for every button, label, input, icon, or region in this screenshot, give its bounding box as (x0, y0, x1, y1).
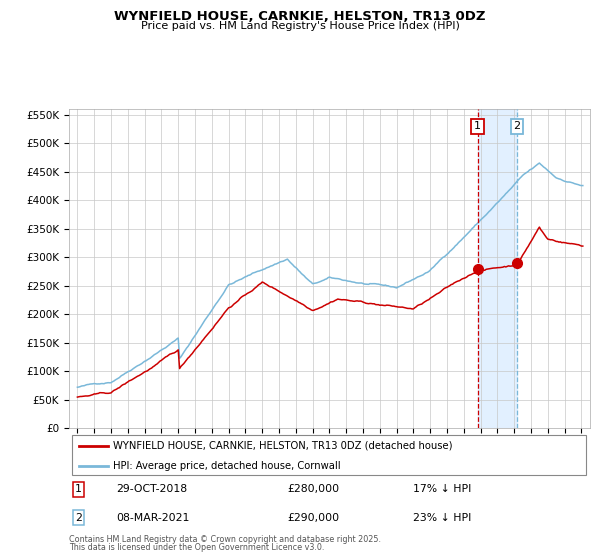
Text: 2: 2 (514, 122, 521, 131)
Bar (478, 109, 517, 428)
Text: WYNFIELD HOUSE, CARNKIE, HELSTON, TR13 0DZ (detached house): WYNFIELD HOUSE, CARNKIE, HELSTON, TR13 0… (113, 441, 453, 451)
Text: 17% ↓ HPI: 17% ↓ HPI (413, 484, 471, 494)
Text: WYNFIELD HOUSE, CARNKIE, HELSTON, TR13 0DZ: WYNFIELD HOUSE, CARNKIE, HELSTON, TR13 0… (114, 10, 486, 22)
Text: 1: 1 (474, 122, 481, 131)
Text: 08-MAR-2021: 08-MAR-2021 (116, 513, 189, 522)
Text: 1: 1 (75, 484, 82, 494)
Text: £290,000: £290,000 (288, 513, 340, 522)
Text: £280,000: £280,000 (288, 484, 340, 494)
Text: 2: 2 (75, 513, 82, 522)
Text: HPI: Average price, detached house, Cornwall: HPI: Average price, detached house, Corn… (113, 461, 341, 471)
Text: 29-OCT-2018: 29-OCT-2018 (116, 484, 187, 494)
FancyBboxPatch shape (71, 435, 586, 475)
Text: Contains HM Land Registry data © Crown copyright and database right 2025.: Contains HM Land Registry data © Crown c… (69, 535, 381, 544)
Text: Price paid vs. HM Land Registry's House Price Index (HPI): Price paid vs. HM Land Registry's House … (140, 21, 460, 31)
Text: This data is licensed under the Open Government Licence v3.0.: This data is licensed under the Open Gov… (69, 543, 325, 552)
Text: 23% ↓ HPI: 23% ↓ HPI (413, 513, 471, 522)
